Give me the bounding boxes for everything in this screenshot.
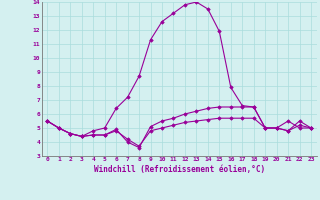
X-axis label: Windchill (Refroidissement éolien,°C): Windchill (Refroidissement éolien,°C): [94, 165, 265, 174]
